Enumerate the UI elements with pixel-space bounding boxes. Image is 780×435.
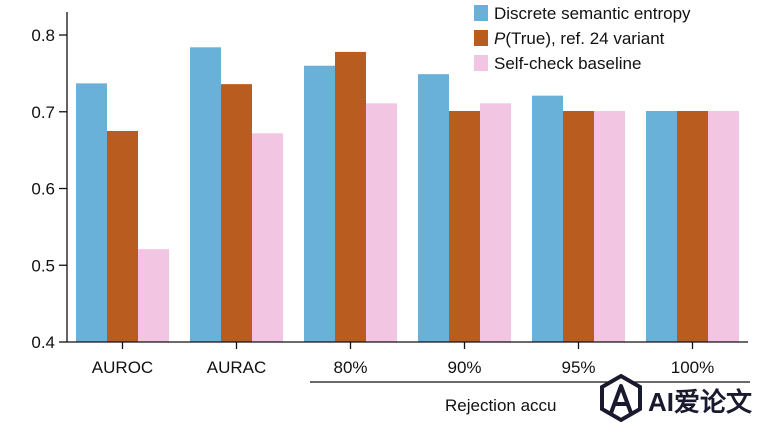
- x-axis-title: Rejection accu: [445, 396, 557, 415]
- watermark: AI爱论文: [600, 373, 770, 423]
- bar: [418, 74, 449, 343]
- bar: [304, 65, 335, 342]
- bar: [335, 51, 366, 342]
- axes-layer: [66, 12, 748, 343]
- bar: [677, 111, 708, 342]
- legend-label: P(True), ref. 24 variant: [494, 29, 665, 48]
- bar: [563, 111, 594, 342]
- x-tick-label: 95%: [561, 358, 595, 377]
- legend-label: Discrete semantic entropy: [494, 4, 691, 23]
- bar: [107, 130, 138, 342]
- x-tick-label: AUROC: [92, 358, 153, 377]
- bar: [366, 103, 397, 342]
- legend-label: Self-check baseline: [494, 54, 641, 73]
- bar: [221, 84, 252, 343]
- bar: [252, 133, 283, 342]
- bar: [594, 111, 625, 342]
- x-tick-label: 80%: [333, 358, 367, 377]
- bar: [532, 95, 563, 343]
- y-tick-label: 0.7: [31, 103, 55, 122]
- bar: [138, 249, 169, 342]
- ai-logo-icon: [600, 373, 642, 423]
- bar: [76, 83, 107, 342]
- y-ticks: 0.4 0.5 0.6 0.7 0.8: [31, 26, 67, 352]
- x-tick-label: 100%: [671, 358, 714, 377]
- x-tick-labels: AUROC AURAC 80% 90% 95% 100%: [92, 342, 714, 377]
- legend-swatch: [474, 5, 488, 21]
- bar: [708, 111, 739, 342]
- bar: [190, 47, 221, 342]
- x-tick-label: AURAC: [207, 358, 267, 377]
- bar: [480, 103, 511, 342]
- y-tick-label: 0.5: [31, 256, 55, 275]
- legend-swatch: [474, 30, 488, 46]
- watermark-text: AI爱论文: [648, 387, 753, 417]
- y-tick-label: 0.6: [31, 180, 55, 199]
- bar: [449, 111, 480, 342]
- legend-swatch: [474, 55, 488, 71]
- bars-layer: [76, 47, 739, 343]
- x-tick-label: 90%: [447, 358, 481, 377]
- legend: Discrete semantic entropy P(True), ref. 2…: [474, 4, 691, 73]
- y-tick-label: 0.4: [31, 333, 55, 352]
- bar: [646, 111, 677, 342]
- y-tick-label: 0.8: [31, 26, 55, 45]
